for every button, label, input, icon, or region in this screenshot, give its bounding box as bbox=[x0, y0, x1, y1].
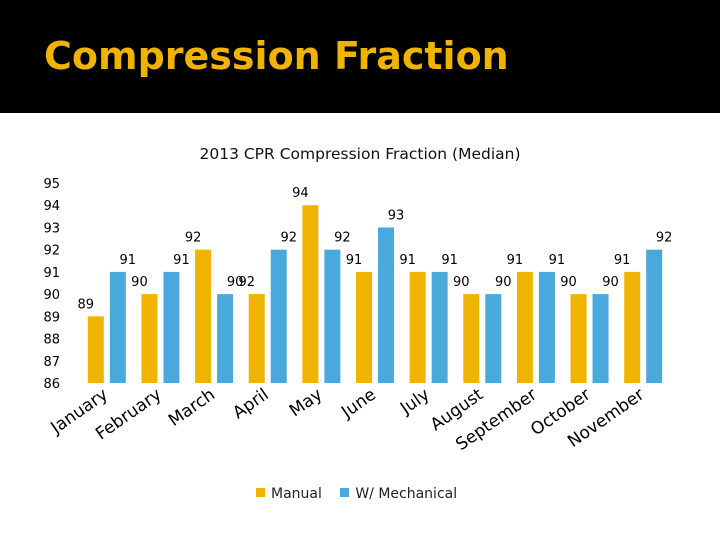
bar-data-label: 91 bbox=[441, 253, 458, 268]
chart-legend: Manual W/ Mechanical bbox=[256, 486, 471, 502]
chart-title: 2013 CPR Compression Fraction (Median) bbox=[199, 145, 520, 163]
bar-data-label: 90 bbox=[131, 275, 148, 290]
y-tick-label: 88 bbox=[43, 333, 60, 348]
bar-manual bbox=[624, 271, 641, 383]
legend-swatch-mechanical bbox=[340, 488, 350, 497]
bar-data-label: 92 bbox=[280, 231, 297, 246]
x-tick-label: July bbox=[396, 385, 433, 419]
bar-data-label: 92 bbox=[238, 275, 255, 290]
bar-mechanical bbox=[431, 271, 448, 383]
y-tick-label: 92 bbox=[43, 244, 60, 259]
x-tick-label: June bbox=[337, 385, 380, 423]
bar-data-label: 91 bbox=[399, 253, 416, 268]
bar-mechanical bbox=[592, 294, 609, 383]
bar-mechanical bbox=[324, 249, 341, 383]
y-tick-label: 94 bbox=[43, 199, 60, 214]
bar-data-label: 91 bbox=[346, 253, 363, 268]
bar-data-label: 90 bbox=[602, 275, 619, 290]
bar-chart: 2013 CPR Compression Fraction (Median) 8… bbox=[43, 145, 673, 455]
bar-manual bbox=[570, 294, 587, 383]
y-tick-label: 90 bbox=[43, 288, 60, 303]
y-tick-label: 89 bbox=[43, 310, 60, 325]
bar-manual bbox=[409, 271, 426, 383]
bar-mechanical bbox=[485, 294, 502, 383]
legend-label-mechanical: W/ Mechanical bbox=[355, 486, 458, 502]
bar-data-label: 90 bbox=[495, 275, 512, 290]
bar-mechanical bbox=[538, 271, 555, 383]
bar-data-label: 92 bbox=[656, 231, 673, 246]
bar-data-label: 91 bbox=[173, 253, 190, 268]
bar-mechanical bbox=[378, 227, 394, 383]
legend-item-mechanical: W/ Mechanical bbox=[340, 486, 457, 502]
bar-manual bbox=[195, 249, 212, 383]
bar-manual bbox=[463, 294, 480, 383]
bar-manual bbox=[302, 205, 319, 383]
bar-mechanical bbox=[646, 249, 663, 383]
bar-data-label: 91 bbox=[507, 253, 524, 268]
bar-mechanical bbox=[217, 294, 234, 383]
bar-mechanical bbox=[109, 271, 126, 383]
x-tick-label: March bbox=[165, 385, 219, 431]
bar-data-label: 92 bbox=[334, 231, 351, 246]
bar-manual bbox=[87, 316, 104, 383]
y-tick-label: 91 bbox=[43, 266, 60, 281]
bar-data-label: 93 bbox=[388, 208, 405, 223]
bar-mechanical bbox=[270, 249, 287, 383]
bar-manual bbox=[516, 271, 533, 383]
slide-header bbox=[0, 0, 720, 113]
bar-data-label: 90 bbox=[227, 275, 244, 290]
y-tick-label: 95 bbox=[43, 177, 60, 192]
bar-data-label: 91 bbox=[549, 253, 566, 268]
legend-label-manual: Manual bbox=[271, 486, 322, 502]
y-tick-label: 86 bbox=[43, 377, 60, 392]
bar-data-label: 90 bbox=[560, 275, 577, 290]
legend-swatch-manual bbox=[256, 488, 265, 497]
bar-manual bbox=[356, 271, 372, 383]
legend-item-manual: Manual bbox=[256, 486, 322, 502]
bar-data-label: 92 bbox=[185, 231, 202, 246]
x-tick-label: May bbox=[286, 385, 326, 422]
y-tick-label: 87 bbox=[43, 355, 60, 370]
bar-data-label: 94 bbox=[292, 186, 309, 201]
bar-data-label: 91 bbox=[614, 253, 631, 268]
bar-data-label: 91 bbox=[120, 253, 137, 268]
bar-data-label: 89 bbox=[78, 297, 95, 312]
bar-mechanical bbox=[163, 271, 180, 383]
bar-manual bbox=[141, 294, 158, 383]
x-tick-label: April bbox=[229, 385, 272, 424]
y-tick-label: 93 bbox=[43, 221, 60, 236]
bar-data-label: 90 bbox=[453, 275, 470, 290]
bar-manual bbox=[248, 294, 265, 383]
slide-title: Compression Fraction bbox=[44, 34, 509, 78]
